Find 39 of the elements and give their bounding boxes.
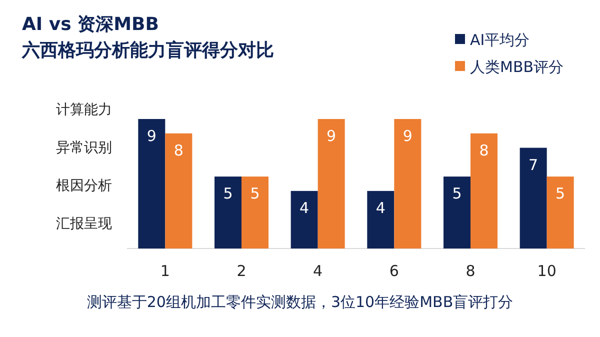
bar xyxy=(394,119,422,248)
bar xyxy=(318,119,345,248)
bar xyxy=(165,133,192,248)
data-label: 5 xyxy=(452,184,462,203)
bar xyxy=(214,176,242,248)
data-label: 5 xyxy=(250,184,260,203)
x-tick-label: 6 xyxy=(389,262,399,280)
bar xyxy=(444,176,470,248)
text: 汇报呈现 xyxy=(56,216,112,232)
chart-subtitle: 六西格玛分析能力盲评得分对比 xyxy=(21,40,274,61)
data-label: 9 xyxy=(146,127,156,145)
data-label: 5 xyxy=(223,184,233,203)
bar xyxy=(367,190,394,248)
x-tick-label: 1 xyxy=(160,262,170,280)
bar xyxy=(470,133,498,248)
bar xyxy=(546,176,574,248)
data-label: 8 xyxy=(174,141,184,160)
bar xyxy=(290,190,318,248)
chart-title: AI vs 资深MBB xyxy=(22,14,159,35)
x-tick-label: 8 xyxy=(466,262,476,280)
text: 根因分析 xyxy=(56,178,112,194)
text: 测评基于20组机加工零件实测数据，3位10年经验MBB盲评打分 xyxy=(86,293,514,311)
x-tick-label: 4 xyxy=(313,262,323,280)
bar xyxy=(138,119,166,248)
legend-label: 人类MBB评分 xyxy=(470,58,564,76)
data-label: 8 xyxy=(479,141,489,160)
text: 计算能力 xyxy=(56,102,112,118)
x-tick-label: 10 xyxy=(537,262,556,280)
bar xyxy=(520,148,547,248)
data-label: 5 xyxy=(556,184,566,203)
legend-label: AI平均分 xyxy=(470,31,530,49)
x-tick-label: 2 xyxy=(236,262,246,280)
data-label: 4 xyxy=(376,198,386,217)
bar xyxy=(242,176,268,248)
data-label: 9 xyxy=(326,127,336,145)
data-label: 9 xyxy=(402,127,412,145)
text: 异常识别 xyxy=(56,140,112,156)
data-label: 4 xyxy=(300,198,310,217)
data-label: 7 xyxy=(528,156,538,174)
